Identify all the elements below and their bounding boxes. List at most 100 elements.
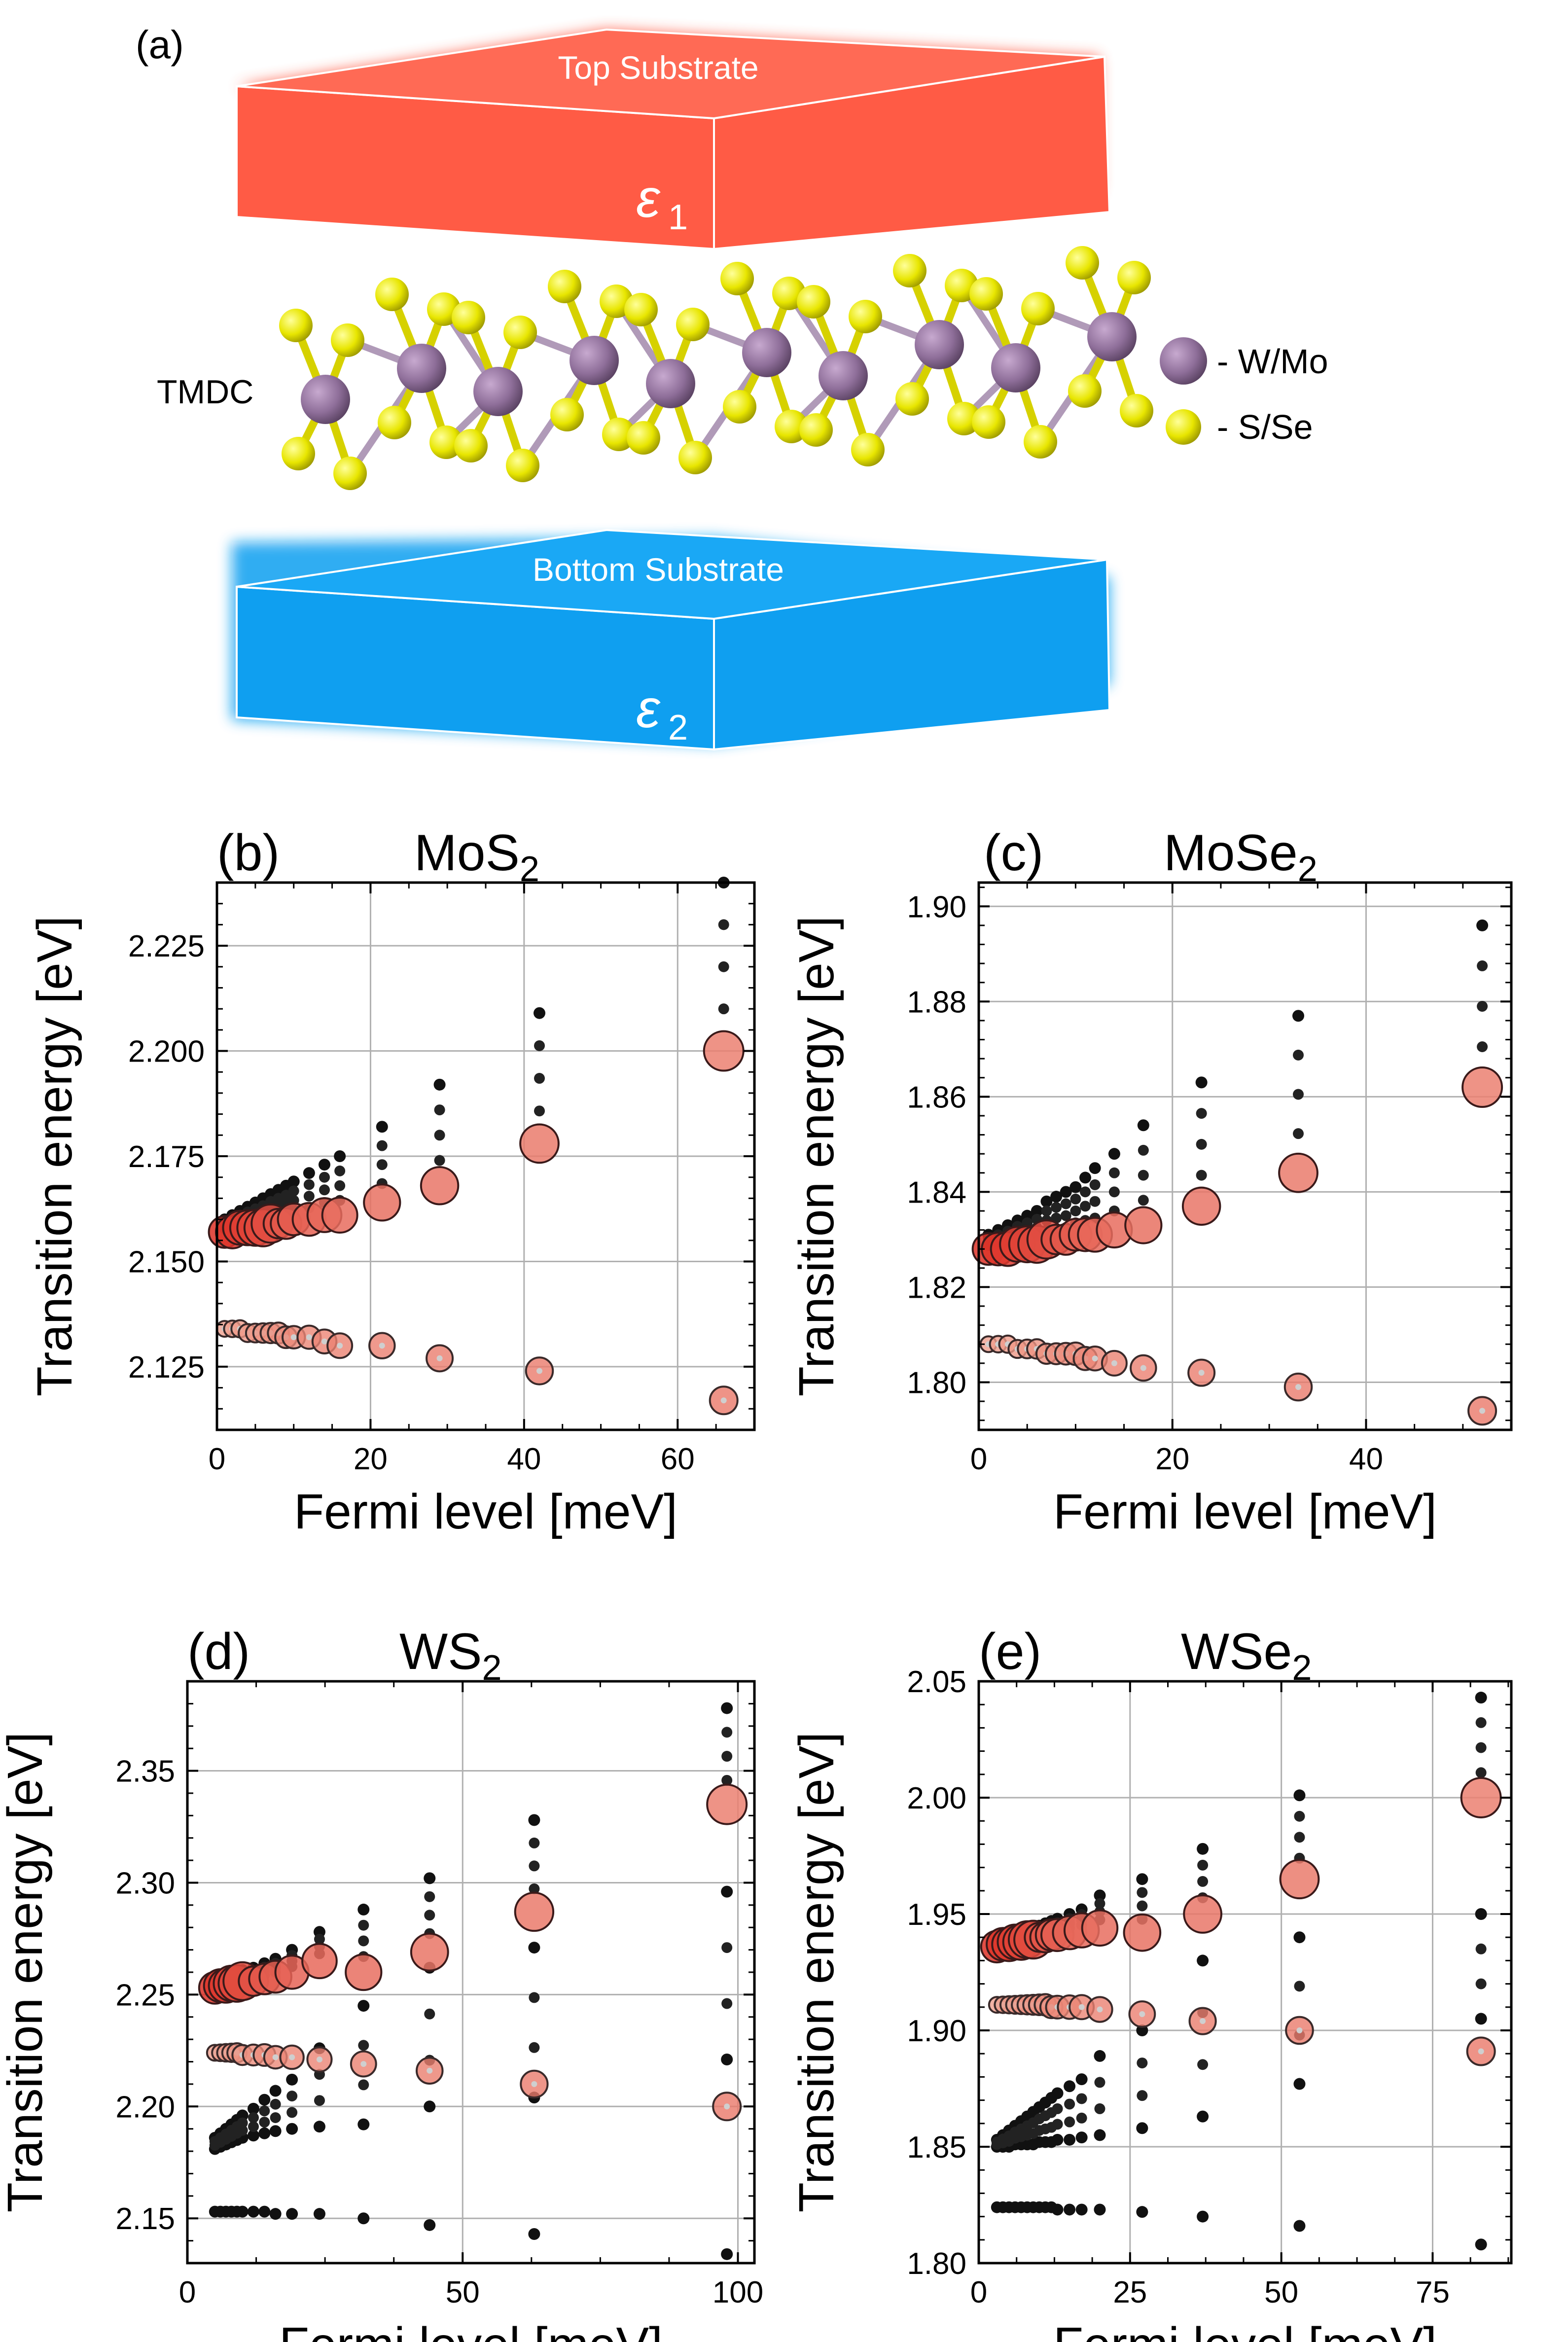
data-point-top-spread [334,1150,346,1162]
metal-atom [397,344,446,393]
chalcogen-atom [331,323,364,357]
x-tick-label: 75 [1416,2275,1450,2309]
x-axis-label: Fermi level [meV] [279,2317,663,2342]
data-point-middle-spread-low [1051,2133,1064,2146]
data-point-top-spread [1476,919,1489,931]
y-tick-label: 1.90 [907,2014,966,2048]
data-point-top-spread [1050,1191,1063,1203]
chalcogen-atom [624,293,658,326]
y-tick-label: 2.150 [128,1245,205,1279]
data-point-bottom-branch [247,2205,259,2218]
data-point-spread [334,1165,346,1176]
data-point-main-branch [420,1166,460,1206]
data-point-spread [718,919,729,930]
data-point-bottom-branch [269,2208,282,2220]
data-point-middle-spread-high [247,2102,259,2115]
data-point-lower-branch-core [289,2054,295,2060]
data-point-middle-spread-low [269,2125,282,2137]
data-point-spread [1137,1900,1148,1912]
data-point-top-spread [1137,1119,1149,1132]
data-point-spread [286,2091,298,2102]
data-point-spread [1089,1196,1101,1207]
chart-title-main: WSe [1181,1623,1292,1680]
data-point-middle-spread-low [424,2100,436,2113]
data-point-top-spread [534,1007,545,1019]
data-point-top-spread [1292,1010,1304,1022]
y-tick-label: 2.225 [128,929,205,963]
data-point-spread [1052,2119,1063,2130]
panel-label: (e) [979,1623,1041,1680]
chalcogen-atom [452,301,485,334]
top-substrate-slab: Top Substrate ε 1 [236,28,1111,250]
data-point-middle-spread-low [1064,2133,1076,2146]
data-point-spread [1138,1170,1149,1181]
data-point-lower-branch-core [724,2103,730,2110]
chalcogen-atom [282,437,315,470]
data-point-middle-spread-high [269,2085,282,2097]
data-point-spread [1137,1887,1148,1898]
y-tick-label: 2.00 [907,1781,966,1815]
data-point-top-spread [1089,1162,1101,1174]
data-point-spread [1051,1202,1062,1213]
y-tick-label: 2.25 [115,1978,175,2012]
data-point-lower-branch-core [1097,2006,1103,2013]
data-point-lower-branch-core [379,1343,385,1349]
tmdc-lattice [279,246,1153,490]
chart-title-subscript: 2 [1298,850,1318,889]
bottom-substrate-label: Bottom Substrate [533,551,784,588]
data-point-middle-spread-low [1293,2078,1306,2090]
chalcogen-atom [1024,425,1057,459]
data-point-spread [1197,2059,1209,2070]
metal-atom [1087,312,1137,361]
chalcogen-atom [947,402,981,435]
y-tick-label: 2.30 [115,1866,175,1900]
data-point-top-spread [424,1872,436,1884]
data-point-spread [259,2117,270,2128]
tmdc-label: TMDC [157,373,253,411]
y-tick-label: 2.05 [907,1665,966,1699]
bottom-substrate-slab: Bottom Substrate ε 2 [232,529,1111,751]
data-point-middle-spread-high [1293,1931,1306,1944]
data-point-top-spread [721,1702,733,1714]
data-point-spread [1060,1210,1071,1221]
chart-title-subscript: 2 [520,850,539,889]
chalcogen-atom [378,406,411,439]
metal-atom [301,375,350,424]
chalcogen-atom [1066,246,1099,280]
data-point-spread [718,961,729,972]
data-point-spread [1294,1981,1305,1992]
metal-legend-label: - W/Mo [1217,342,1328,381]
data-point-main-branch [1279,1859,1320,1900]
chalcogen-atom [720,262,754,295]
y-tick-label: 2.20 [115,2090,175,2124]
data-point-main-branch [1183,1894,1222,1934]
data-point-spread [434,1130,445,1141]
data-point-top-spread [1069,1181,1082,1193]
metal-atom [991,343,1040,392]
data-point-lower-branch-core [1198,1370,1205,1376]
data-point-lower-branch-core [321,1338,327,1345]
y-tick-label: 2.125 [128,1350,205,1384]
y-axis-label: Transition energy [eV] [27,916,82,1397]
chalcogen-atom [851,433,885,466]
data-point-spread [376,1159,388,1171]
data-point-lower-branch-core [720,1397,727,1404]
chart-title: MoS2 [414,824,539,889]
data-point-spread [1137,2090,1148,2101]
data-point-spread [1064,2116,1075,2128]
chalcogen-atom [969,277,1003,311]
chart-panel-e: 0 25 50 75 1.80 1.85 1.90 1.95 2.00 2.05 Fermi lev… [789,1623,1513,2342]
data-point-top-spread [1040,1195,1053,1207]
chalcogen-atom [678,441,712,474]
x-axis-label: Fermi level [meV] [1053,1484,1437,1539]
data-point-lower-branch-core [1296,2027,1303,2033]
data-point-spread [1475,1717,1487,1728]
data-point-bottom-branch [1094,2203,1106,2216]
chart-panel-d: 0 50 100 2.15 2.20 2.25 2.30 2.35 Fermi level [m… [0,1623,763,2342]
data-point-bottom-branch [1051,2203,1064,2216]
data-point-spread [529,1860,540,1872]
data-point-spread [718,1003,729,1015]
metal-atom [742,328,791,377]
data-point-middle-spread-low [357,2118,370,2130]
